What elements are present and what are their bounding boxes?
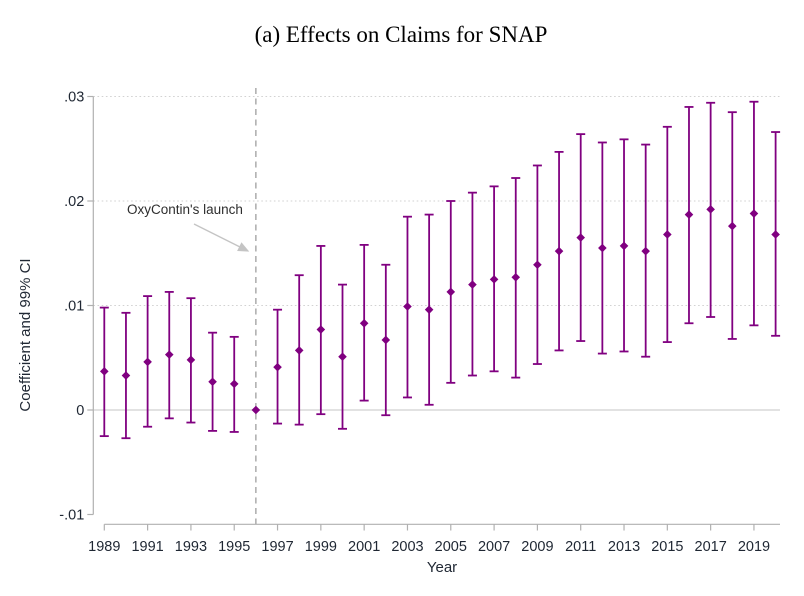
x-tick-label: 1993 (175, 539, 207, 555)
coef-marker-2002 (381, 335, 391, 345)
coef-marker-1993 (186, 355, 196, 365)
coef-marker-2014 (641, 246, 650, 256)
x-tick-label: 2017 (695, 539, 727, 555)
x-tick-label: 1997 (261, 539, 293, 555)
coef-marker-2009 (533, 260, 542, 270)
coef-marker-2000 (338, 352, 347, 362)
y-tick-label: -.01 (59, 508, 84, 524)
y-tick-label: .03 (64, 90, 84, 106)
coef-marker-1995 (229, 379, 239, 389)
x-tick-label: 2015 (651, 539, 683, 555)
coef-marker-1999 (316, 325, 326, 334)
x-tick-label: 2009 (521, 539, 553, 555)
y-tick-label: .01 (64, 299, 84, 315)
x-tick-label: 2019 (738, 539, 770, 555)
x-axis-title: Year (427, 559, 457, 576)
coef-marker-2011 (576, 233, 586, 242)
coef-marker-2012 (598, 243, 607, 253)
y-axis-title: Coefficient and 99% CI (17, 258, 34, 411)
coef-marker-2006 (468, 280, 477, 289)
coef-marker-1994 (208, 377, 217, 387)
x-tick-label: 1991 (131, 539, 163, 555)
coef-marker-2008 (511, 272, 521, 282)
coef-marker-2016 (684, 210, 694, 219)
coef-marker-1997 (273, 362, 282, 372)
coef-marker-2013 (619, 241, 629, 251)
annotation-arrow (193, 223, 250, 252)
coef-marker-2019 (749, 209, 759, 218)
coef-marker-2017 (706, 205, 715, 214)
coef-marker-2005 (446, 287, 456, 297)
x-tick-label: 2003 (391, 539, 423, 555)
coef-marker-2007 (489, 275, 499, 284)
coef-marker-2020 (771, 230, 780, 239)
coef-marker-2010 (554, 246, 564, 256)
x-tick-label: 2001 (348, 539, 380, 555)
x-tick-label: 1999 (305, 539, 337, 555)
coef-marker-2003 (403, 302, 412, 311)
coef-marker-2018 (727, 221, 737, 231)
chart-title: (a) Effects on Claims for SNAP (255, 22, 548, 47)
coef-marker-1998 (294, 346, 304, 355)
coef-marker-2015 (663, 230, 672, 239)
coef-marker-2004 (424, 305, 434, 314)
coef-marker-1990 (121, 371, 131, 380)
x-tick-label: 2013 (608, 539, 640, 555)
coef-marker-1996 (251, 405, 261, 415)
x-tick-label: 2005 (435, 539, 467, 555)
coef-marker-2001 (359, 318, 369, 328)
x-tick-label: 1989 (88, 539, 120, 555)
coef-marker-1989 (100, 367, 109, 376)
x-tick-label: 1995 (218, 539, 250, 555)
y-tick-label: 0 (76, 403, 84, 419)
x-tick-label: 2011 (565, 539, 596, 555)
y-tick-label: .02 (64, 194, 84, 210)
coef-marker-1991 (143, 357, 152, 367)
oxycontin-launch-annotation: OxyContin's launch (127, 202, 243, 217)
coef-marker-1992 (164, 350, 174, 359)
x-tick-label: 2007 (478, 539, 510, 555)
